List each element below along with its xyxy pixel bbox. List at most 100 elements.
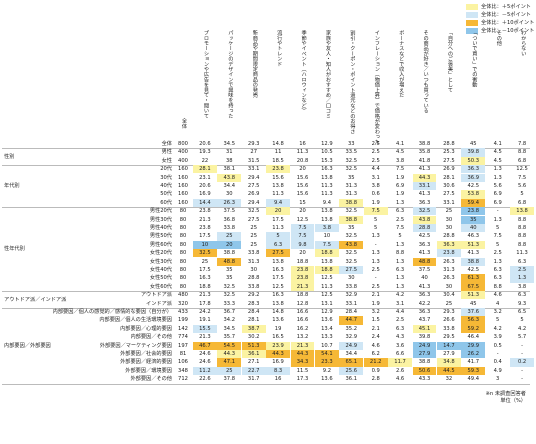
value-cell: 32.5 <box>193 249 217 258</box>
value-cell: 25 <box>250 241 257 248</box>
value-cell: 6.3 <box>395 325 405 332</box>
n-cell: 348 <box>178 367 188 374</box>
value-cell: 37.5 <box>418 267 431 273</box>
value-cell: 4.2 <box>493 325 502 332</box>
value-cell: 44.3 <box>266 350 290 359</box>
row-label: 男性60代 <box>149 241 172 248</box>
value-cell: 16.6 <box>296 317 309 324</box>
value-cell: 36.3 <box>437 240 461 249</box>
row-label: 男性50代 <box>149 233 172 240</box>
value-cell: 7.5 <box>315 240 339 249</box>
value-cell: 36.3 <box>418 241 431 248</box>
value-cell: 20.6 <box>199 141 211 147</box>
value-cell: 18.8 <box>315 266 339 275</box>
value-cell: - <box>521 342 524 349</box>
value-cell: 4.6 <box>371 342 380 349</box>
value-cell: 16.5 <box>272 334 284 341</box>
value-cell: 5 <box>496 241 500 248</box>
row-separator <box>2 308 530 309</box>
value-cell: 2.5 <box>510 266 534 275</box>
column-header: 全体 <box>181 118 187 129</box>
value-cell: 35.7 <box>223 334 236 341</box>
value-cell: 20.8 <box>296 157 309 164</box>
value-cell: 4.5 <box>493 149 502 156</box>
value-cell: 35 <box>461 215 486 224</box>
value-cell: 17.3 <box>296 376 309 383</box>
value-cell: 19 <box>274 325 282 332</box>
value-cell: 9.8 <box>290 240 315 249</box>
value-cell: 34.5 <box>223 325 236 332</box>
value-cell: 1.9 <box>395 191 405 198</box>
value-cell: 13.3 <box>321 334 333 341</box>
value-cell: 13.1 <box>321 300 333 307</box>
value-cell: 2.5 <box>371 157 380 164</box>
n-cell: 160 <box>178 183 188 189</box>
n-cell: 160 <box>178 174 188 181</box>
value-cell: 8.8 <box>517 216 527 223</box>
value-cell: 46.4 <box>467 334 480 341</box>
value-cell: 41.7 <box>467 359 480 366</box>
value-cell: 32.5 <box>345 250 358 257</box>
value-cell: 5.6 <box>493 183 502 189</box>
value-cell: 36.3 <box>418 292 431 299</box>
value-cell: 59.2 <box>461 324 486 333</box>
value-cell: 41.3 <box>418 250 431 257</box>
value-cell: 51.3 <box>461 240 486 249</box>
value-cell: 3.8 <box>371 183 380 189</box>
value-cell: 42.5 <box>418 233 431 240</box>
value-cell: 17.5 <box>272 216 284 223</box>
row-label: 男性20代 <box>149 208 172 215</box>
value-cell: 24.6 <box>199 359 211 366</box>
value-cell: 38.8 <box>461 257 486 266</box>
value-cell: 1.3 <box>371 233 380 240</box>
group-label: 内部要因／外部要因 <box>4 342 51 349</box>
value-cell: 16 <box>274 376 282 383</box>
footnote-note: ※n 未調査回答者 <box>485 390 526 397</box>
value-cell: 31.5 <box>247 157 260 164</box>
value-cell: 33.8 <box>247 250 260 257</box>
value-cell: 41.3 <box>418 191 431 198</box>
value-cell: 16.3 <box>272 267 284 273</box>
value-cell: 6.3 <box>395 267 405 273</box>
value-cell: 38.8 <box>418 141 431 147</box>
value-cell: 11.3 <box>321 191 333 198</box>
column-header: パッケージのデザインで興味を持った <box>227 30 234 119</box>
value-cell: 7.5 <box>363 207 388 216</box>
value-cell: 26.9 <box>443 166 455 173</box>
value-cell: 26.3 <box>443 275 455 282</box>
n-cell: 480 <box>178 292 188 299</box>
value-cell: 29.3 <box>247 141 260 147</box>
row-label: 外部要因／社会的要因 <box>120 351 172 357</box>
value-cell: 37.6 <box>461 308 486 317</box>
value-cell: 1.3 <box>493 166 502 173</box>
value-cell: 34.3 <box>290 358 315 367</box>
value-cell: 44.3 <box>290 350 315 359</box>
value-cell: 1.3 <box>395 275 405 282</box>
value-cell: 8.8 <box>517 233 527 240</box>
value-cell: 26.3 <box>443 258 455 265</box>
value-cell: 23.8 <box>199 208 211 215</box>
value-cell: 13.8 <box>510 207 534 216</box>
value-cell: 25 <box>445 208 453 215</box>
value-cell: - <box>496 208 499 215</box>
row-label: 内部要因／その他 <box>130 334 172 341</box>
value-cell: 2.4 <box>371 334 380 341</box>
value-cell: 3.8 <box>395 157 405 164</box>
value-cell: 11.2 <box>193 366 217 375</box>
value-cell: - <box>496 351 499 357</box>
value-cell: 43.7 <box>418 317 431 324</box>
value-cell: 37.5 <box>223 208 236 215</box>
value-cell: 31.3 <box>247 258 260 265</box>
legend-swatch <box>466 20 478 26</box>
value-cell: 23.8 <box>461 207 486 216</box>
value-cell: 39.8 <box>461 148 486 157</box>
value-cell: 26.9 <box>247 191 260 198</box>
value-cell: 30.2 <box>247 334 260 341</box>
value-cell: 2.5 <box>371 267 380 273</box>
value-cell: 15.6 <box>296 174 309 181</box>
value-cell: 6.6 <box>395 351 405 357</box>
value-cell: 1.3 <box>493 258 502 265</box>
value-cell: 42.2 <box>418 300 431 307</box>
value-cell: 4.1 <box>395 141 405 147</box>
value-cell: 22.7 <box>241 366 266 375</box>
